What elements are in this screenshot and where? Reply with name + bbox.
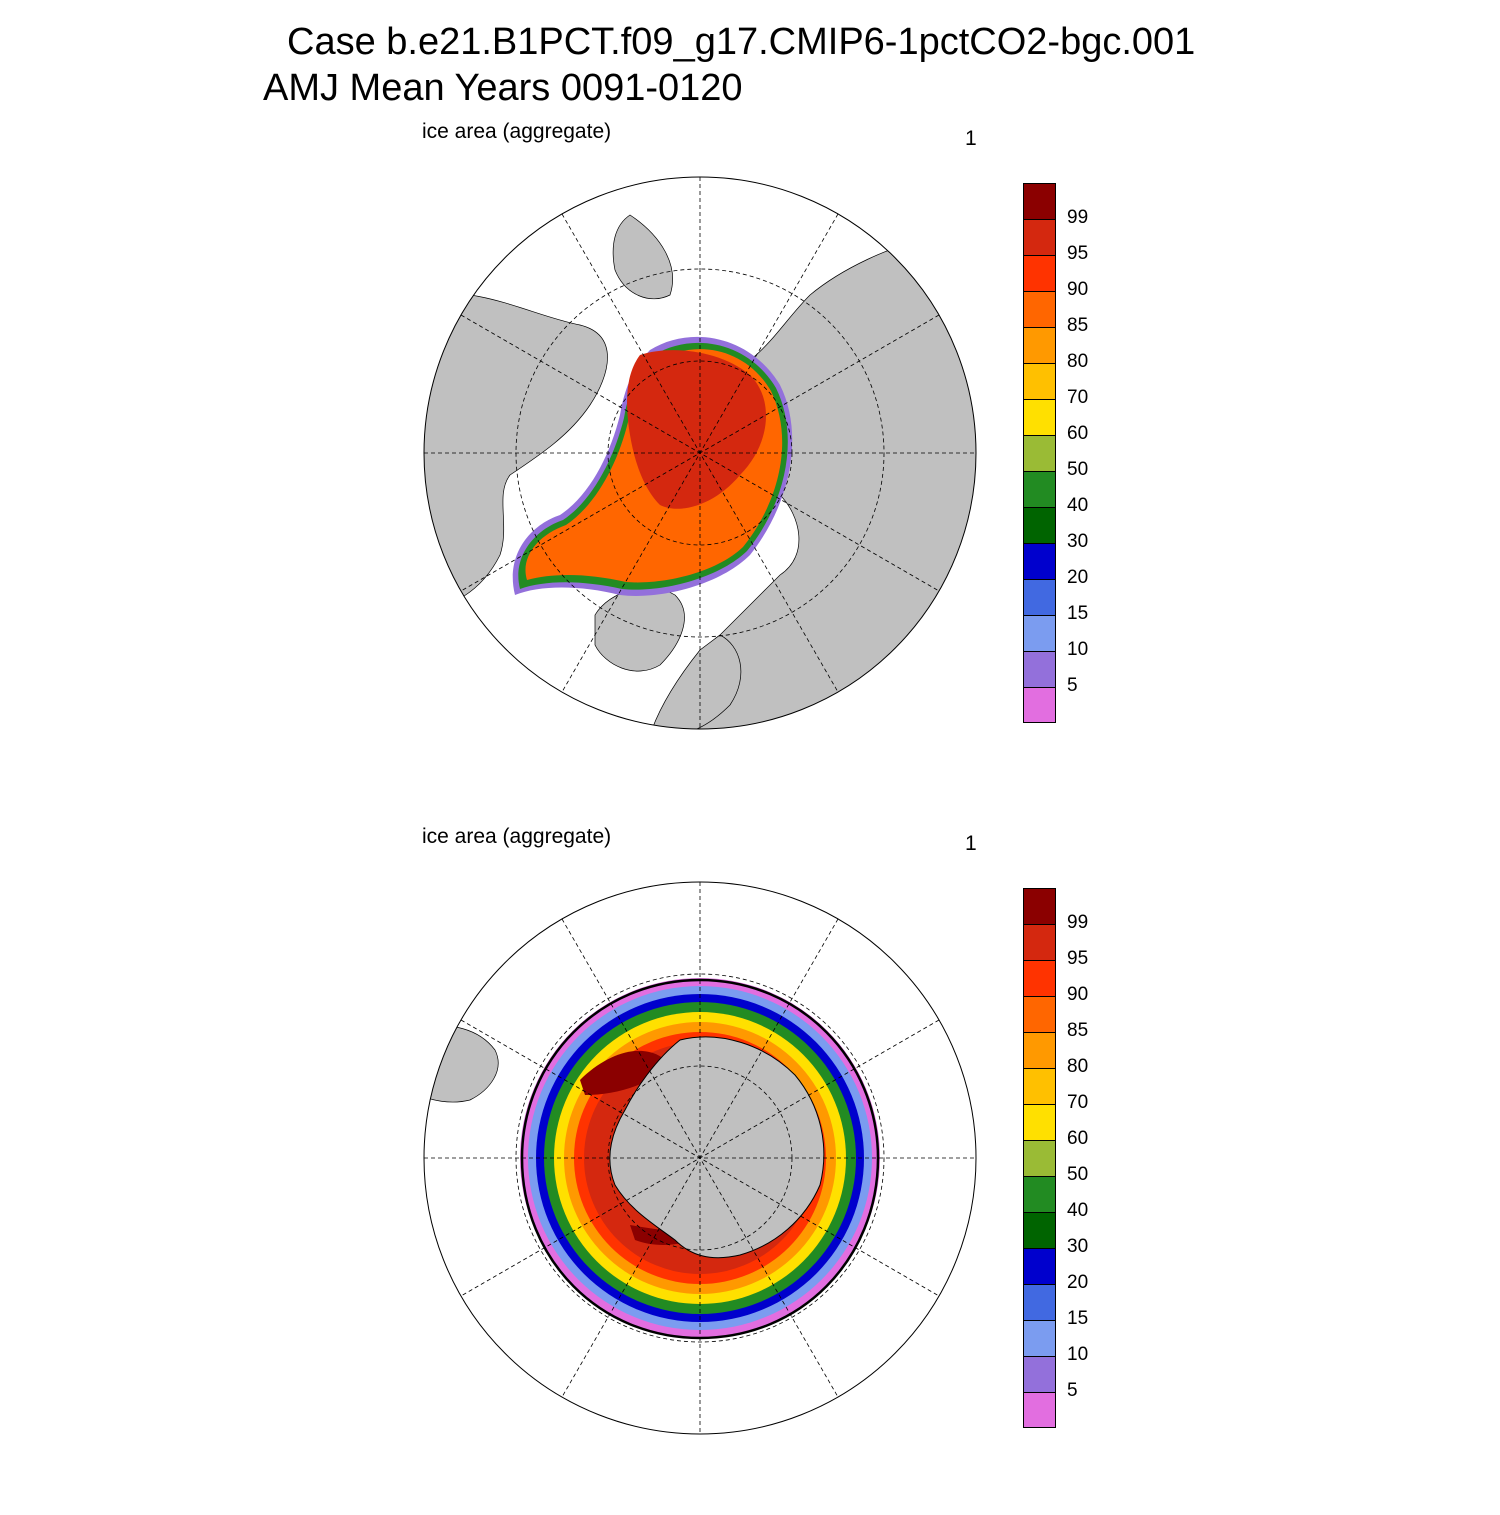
colorbar-swatch	[1023, 543, 1056, 579]
colorbar-swatch	[1023, 996, 1056, 1032]
colorbar-tick-label: 90	[1067, 984, 1089, 1005]
main-title-case: Case b.e21.B1PCT.f09_g17.CMIP6-1pctCO2-b…	[287, 21, 1196, 63]
colorbar-swatch	[1023, 615, 1056, 651]
colorbar-boxes	[1023, 888, 1057, 1428]
colorbar-tick-label: 85	[1067, 1020, 1089, 1041]
colorbar-swatch	[1023, 1068, 1056, 1104]
panel-units-label: 1	[965, 127, 977, 150]
colorbar-tick-label: 99	[1067, 207, 1089, 228]
colorbar-tick-label: 10	[1067, 1344, 1089, 1365]
colorbar-swatch	[1023, 1248, 1056, 1284]
antarctic-panel: ice area (aggregate) 1	[0, 815, 1500, 1515]
colorbar-swatch	[1023, 924, 1056, 960]
colorbar-swatch	[1023, 579, 1056, 615]
colorbar-tick-label: 30	[1067, 531, 1089, 552]
north-america-land	[424, 292, 608, 616]
colorbar-tick-label: 15	[1067, 1308, 1089, 1329]
colorbar-tick-label: 40	[1067, 1200, 1089, 1221]
arctic-polar-map	[423, 176, 977, 730]
colorbar-swatch	[1023, 1356, 1056, 1392]
colorbar-swatch	[1023, 255, 1056, 291]
antarctic-polar-map	[423, 881, 977, 1435]
colorbar-swatch	[1023, 1104, 1056, 1140]
colorbar-swatch	[1023, 1212, 1056, 1248]
colorbar-tick-label: 10	[1067, 639, 1089, 660]
colorbar-swatch	[1023, 1032, 1056, 1068]
colorbar-tick-label: 60	[1067, 1128, 1089, 1149]
colorbar-tick-label: 70	[1067, 387, 1089, 408]
colorbar-swatch	[1023, 327, 1056, 363]
main-title-period: AMJ Mean Years 0091-0120	[263, 67, 743, 109]
colorbar-swatch	[1023, 651, 1056, 687]
colorbar-tick-label: 99	[1067, 912, 1089, 933]
colorbar-swatch	[1023, 1320, 1056, 1356]
colorbar-swatch	[1023, 1176, 1056, 1212]
colorbar-swatch	[1023, 183, 1056, 219]
antarctica-land	[609, 1036, 825, 1259]
colorbar-south: 99 95 90 85 80 70 60 50 40 30 20 15 10 5	[1023, 888, 1088, 1428]
colorbar-tick-label: 80	[1067, 351, 1089, 372]
colorbar-swatch	[1023, 960, 1056, 996]
colorbar-tick-label: 80	[1067, 1056, 1089, 1077]
weddell-sea-max	[580, 1050, 670, 1095]
colorbar-boxes	[1023, 183, 1057, 723]
colorbar-swatch	[1023, 507, 1056, 543]
colorbar-tick-label: 90	[1067, 279, 1089, 300]
colorbar-swatch	[1023, 1140, 1056, 1176]
colorbar-north: 99 95 90 85 80 70 60 50 40 30 20 15 10 5	[1023, 183, 1088, 723]
colorbar-tick-label: 5	[1067, 1380, 1078, 1401]
colorbar-swatch	[1023, 399, 1056, 435]
colorbar-tick-label: 95	[1067, 243, 1089, 264]
colorbar-tick-label: 60	[1067, 423, 1089, 444]
colorbar-swatch	[1023, 1284, 1056, 1320]
arctic-panel: ice area (aggregate) 1	[0, 110, 1500, 810]
panel-variable-label: ice area (aggregate)	[422, 120, 612, 143]
colorbar-tick-label: 50	[1067, 1164, 1089, 1185]
colorbar-tick-label: 95	[1067, 948, 1089, 969]
scandinavia-land	[649, 634, 742, 729]
panel-units-label: 1	[965, 832, 977, 855]
panel-variable-label: ice area (aggregate)	[422, 825, 612, 848]
colorbar-tick-label: 50	[1067, 459, 1089, 480]
colorbar-tick-label: 30	[1067, 1236, 1089, 1257]
colorbar-tick-label: 85	[1067, 315, 1089, 336]
colorbar-tick-label: 20	[1067, 1272, 1089, 1293]
colorbar-swatch	[1023, 363, 1056, 399]
colorbar-swatch	[1023, 687, 1056, 723]
colorbar-swatch	[1023, 1392, 1056, 1428]
colorbar-swatch	[1023, 291, 1056, 327]
colorbar-tick-label: 15	[1067, 603, 1089, 624]
colorbar-tick-label: 20	[1067, 567, 1089, 588]
colorbar-swatch	[1023, 435, 1056, 471]
alaska-siberia-land	[612, 214, 673, 300]
colorbar-tick-label: 5	[1067, 675, 1078, 696]
colorbar-tick-label: 70	[1067, 1092, 1089, 1113]
colorbar-swatch	[1023, 471, 1056, 507]
colorbar-swatch	[1023, 888, 1056, 924]
colorbar-swatch	[1023, 219, 1056, 255]
arctic-ice-core	[627, 350, 767, 509]
colorbar-tick-label: 40	[1067, 495, 1089, 516]
